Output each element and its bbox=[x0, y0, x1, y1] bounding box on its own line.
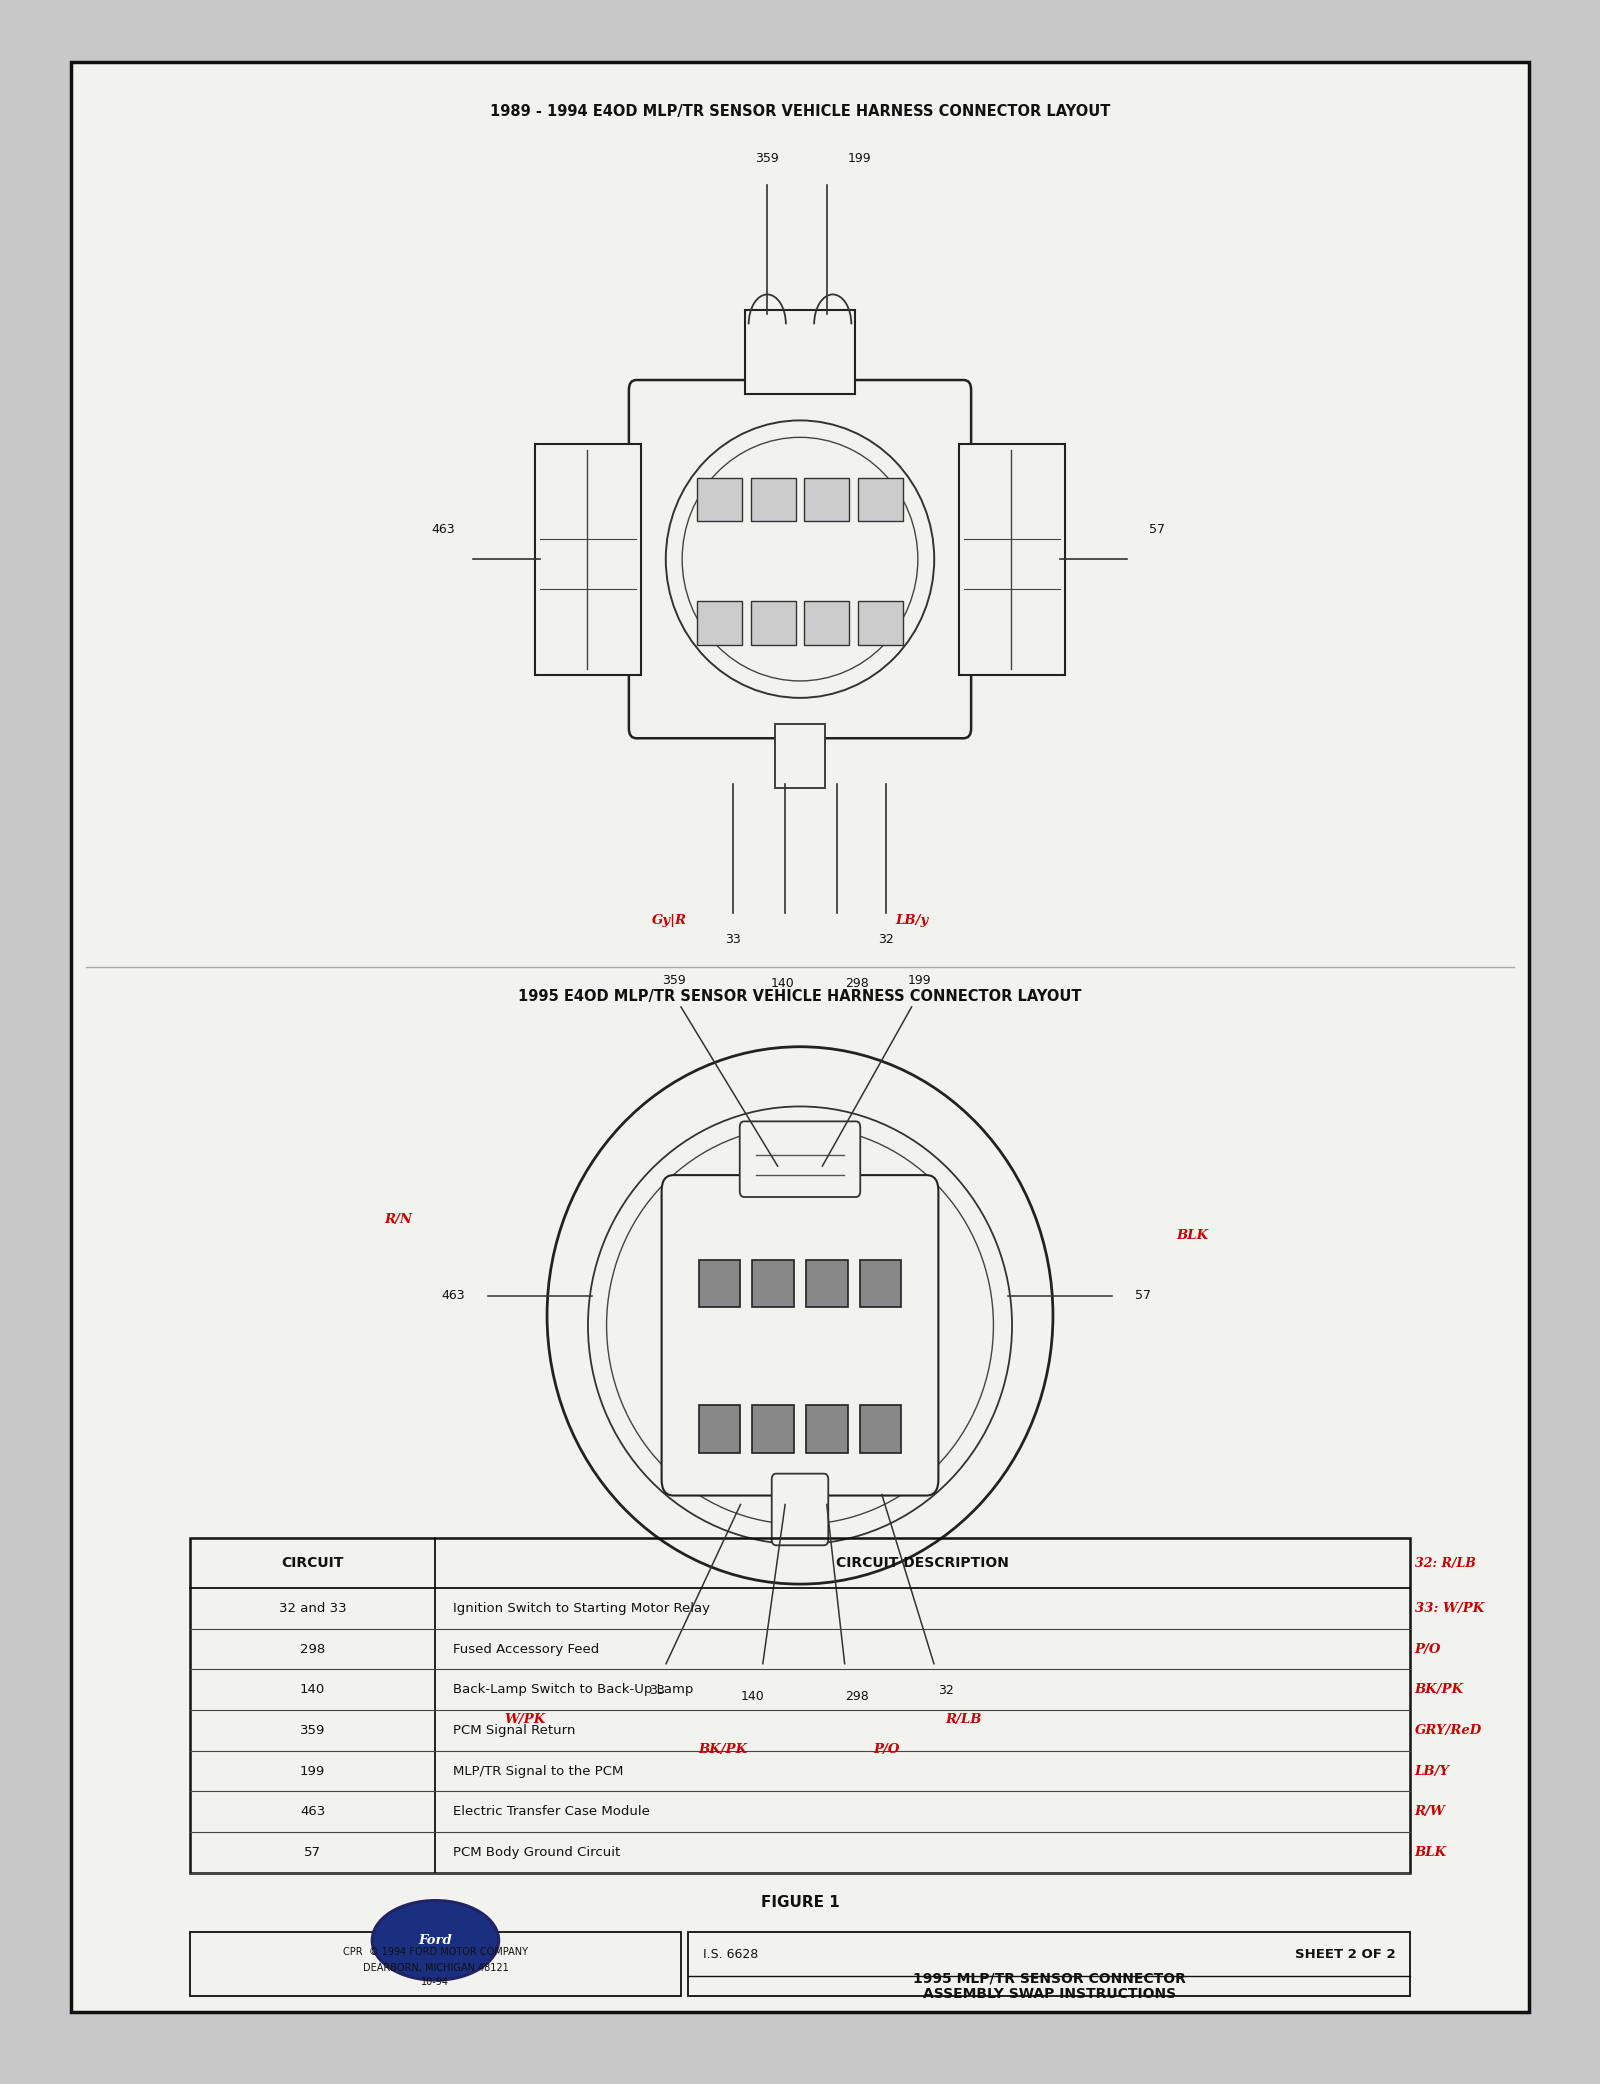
Text: I.S. 6628: I.S. 6628 bbox=[704, 1949, 758, 1961]
FancyBboxPatch shape bbox=[70, 63, 1530, 2011]
FancyBboxPatch shape bbox=[806, 1405, 848, 1453]
Text: P/O: P/O bbox=[1414, 1642, 1442, 1655]
FancyBboxPatch shape bbox=[699, 1259, 741, 1307]
Text: R/LB: R/LB bbox=[946, 1713, 982, 1726]
Text: SHEET 2 OF 2: SHEET 2 OF 2 bbox=[1294, 1949, 1395, 1961]
Text: 32: 32 bbox=[938, 1684, 954, 1696]
Text: 32: R/LB: 32: R/LB bbox=[1414, 1557, 1475, 1569]
Ellipse shape bbox=[682, 438, 918, 681]
FancyBboxPatch shape bbox=[960, 444, 1066, 675]
FancyBboxPatch shape bbox=[746, 311, 854, 394]
Text: Fused Accessory Feed: Fused Accessory Feed bbox=[453, 1642, 600, 1655]
Text: 10-94: 10-94 bbox=[421, 1978, 450, 1988]
Text: FIGURE 1: FIGURE 1 bbox=[760, 1894, 840, 1911]
Text: 1995 MLP/TR SENSOR CONNECTOR
ASSEMBLY SWAP INSTRUCTIONS: 1995 MLP/TR SENSOR CONNECTOR ASSEMBLY SW… bbox=[914, 1971, 1186, 2001]
FancyBboxPatch shape bbox=[859, 1405, 901, 1453]
Text: LB/Y: LB/Y bbox=[1414, 1765, 1450, 1778]
FancyBboxPatch shape bbox=[774, 725, 826, 788]
Text: Ignition Switch to Starting Motor Relay: Ignition Switch to Starting Motor Relay bbox=[453, 1603, 710, 1615]
Ellipse shape bbox=[666, 421, 934, 698]
Text: 32: 32 bbox=[878, 934, 894, 946]
FancyBboxPatch shape bbox=[858, 600, 902, 644]
FancyBboxPatch shape bbox=[662, 1175, 938, 1496]
FancyBboxPatch shape bbox=[698, 477, 742, 521]
Text: Ford: Ford bbox=[419, 1934, 453, 1946]
Text: PCM Signal Return: PCM Signal Return bbox=[453, 1723, 576, 1736]
FancyBboxPatch shape bbox=[858, 477, 902, 521]
Text: 298: 298 bbox=[845, 977, 869, 990]
Text: 57: 57 bbox=[1134, 1290, 1150, 1302]
Text: 199: 199 bbox=[907, 973, 931, 988]
Text: 199: 199 bbox=[301, 1765, 325, 1778]
FancyBboxPatch shape bbox=[752, 1405, 794, 1453]
Text: CIRCUIT: CIRCUIT bbox=[282, 1557, 344, 1569]
Text: R/N: R/N bbox=[384, 1213, 413, 1225]
FancyBboxPatch shape bbox=[806, 1259, 848, 1307]
Text: 140: 140 bbox=[301, 1684, 325, 1696]
FancyBboxPatch shape bbox=[805, 477, 850, 521]
Text: Gy|R: Gy|R bbox=[651, 915, 686, 927]
Text: 32 and 33: 32 and 33 bbox=[278, 1603, 347, 1615]
Text: W/PK: W/PK bbox=[504, 1713, 546, 1726]
Text: 463: 463 bbox=[430, 523, 454, 536]
FancyBboxPatch shape bbox=[534, 444, 640, 675]
Text: 298: 298 bbox=[301, 1642, 325, 1655]
FancyBboxPatch shape bbox=[688, 1932, 1410, 1996]
Text: R/W: R/W bbox=[1414, 1805, 1445, 1817]
Text: 463: 463 bbox=[442, 1290, 466, 1302]
Text: 140: 140 bbox=[770, 977, 794, 990]
FancyBboxPatch shape bbox=[752, 1259, 794, 1307]
Text: BK/PK: BK/PK bbox=[1414, 1684, 1464, 1696]
Text: GRY/ReD: GRY/ReD bbox=[1414, 1723, 1482, 1736]
Ellipse shape bbox=[547, 1046, 1053, 1584]
Text: BK/PK: BK/PK bbox=[698, 1744, 747, 1757]
Text: 57: 57 bbox=[304, 1846, 322, 1859]
Text: BLK: BLK bbox=[1414, 1846, 1446, 1859]
Text: Electric Transfer Case Module: Electric Transfer Case Module bbox=[453, 1805, 650, 1817]
FancyBboxPatch shape bbox=[805, 600, 850, 644]
Text: PCM Body Ground Circuit: PCM Body Ground Circuit bbox=[453, 1846, 621, 1859]
Text: P/O: P/O bbox=[874, 1744, 899, 1757]
Text: CIRCUIT DESCRIPTION: CIRCUIT DESCRIPTION bbox=[837, 1557, 1010, 1569]
FancyBboxPatch shape bbox=[750, 600, 795, 644]
Text: 1995 E4OD MLP/TR SENSOR VEHICLE HARNESS CONNECTOR LAYOUT: 1995 E4OD MLP/TR SENSOR VEHICLE HARNESS … bbox=[518, 990, 1082, 1004]
Text: 359: 359 bbox=[755, 152, 779, 165]
Text: 199: 199 bbox=[848, 152, 872, 165]
Text: 1989 - 1994 E4OD MLP/TR SENSOR VEHICLE HARNESS CONNECTOR LAYOUT: 1989 - 1994 E4OD MLP/TR SENSOR VEHICLE H… bbox=[490, 104, 1110, 119]
Text: MLP/TR Signal to the PCM: MLP/TR Signal to the PCM bbox=[453, 1765, 624, 1778]
Ellipse shape bbox=[373, 1901, 499, 1980]
Text: 298: 298 bbox=[845, 1690, 869, 1703]
Text: CPR  © 1994 FORD MOTOR COMPANY: CPR © 1994 FORD MOTOR COMPANY bbox=[342, 1946, 528, 1957]
Text: DEARBORN, MICHIGAN 48121: DEARBORN, MICHIGAN 48121 bbox=[363, 1963, 509, 1974]
Text: 463: 463 bbox=[301, 1805, 325, 1817]
Text: 33: 33 bbox=[650, 1684, 666, 1696]
Text: LB/y: LB/y bbox=[894, 915, 928, 927]
FancyBboxPatch shape bbox=[190, 1932, 682, 1996]
FancyBboxPatch shape bbox=[698, 600, 742, 644]
Text: 33: 33 bbox=[725, 934, 741, 946]
Text: Back-Lamp Switch to Back-Up Lamp: Back-Lamp Switch to Back-Up Lamp bbox=[453, 1684, 694, 1696]
FancyBboxPatch shape bbox=[859, 1259, 901, 1307]
Ellipse shape bbox=[606, 1125, 994, 1523]
FancyBboxPatch shape bbox=[699, 1405, 741, 1453]
Text: 359: 359 bbox=[299, 1723, 325, 1736]
FancyBboxPatch shape bbox=[771, 1473, 829, 1546]
FancyBboxPatch shape bbox=[739, 1121, 861, 1196]
Ellipse shape bbox=[587, 1107, 1013, 1544]
Text: 33: W/PK: 33: W/PK bbox=[1414, 1603, 1483, 1615]
FancyBboxPatch shape bbox=[750, 477, 795, 521]
FancyBboxPatch shape bbox=[629, 379, 971, 738]
Text: 57: 57 bbox=[1149, 523, 1165, 536]
Text: 140: 140 bbox=[741, 1690, 765, 1703]
Text: 359: 359 bbox=[662, 973, 685, 988]
Text: BLK: BLK bbox=[1176, 1230, 1208, 1242]
